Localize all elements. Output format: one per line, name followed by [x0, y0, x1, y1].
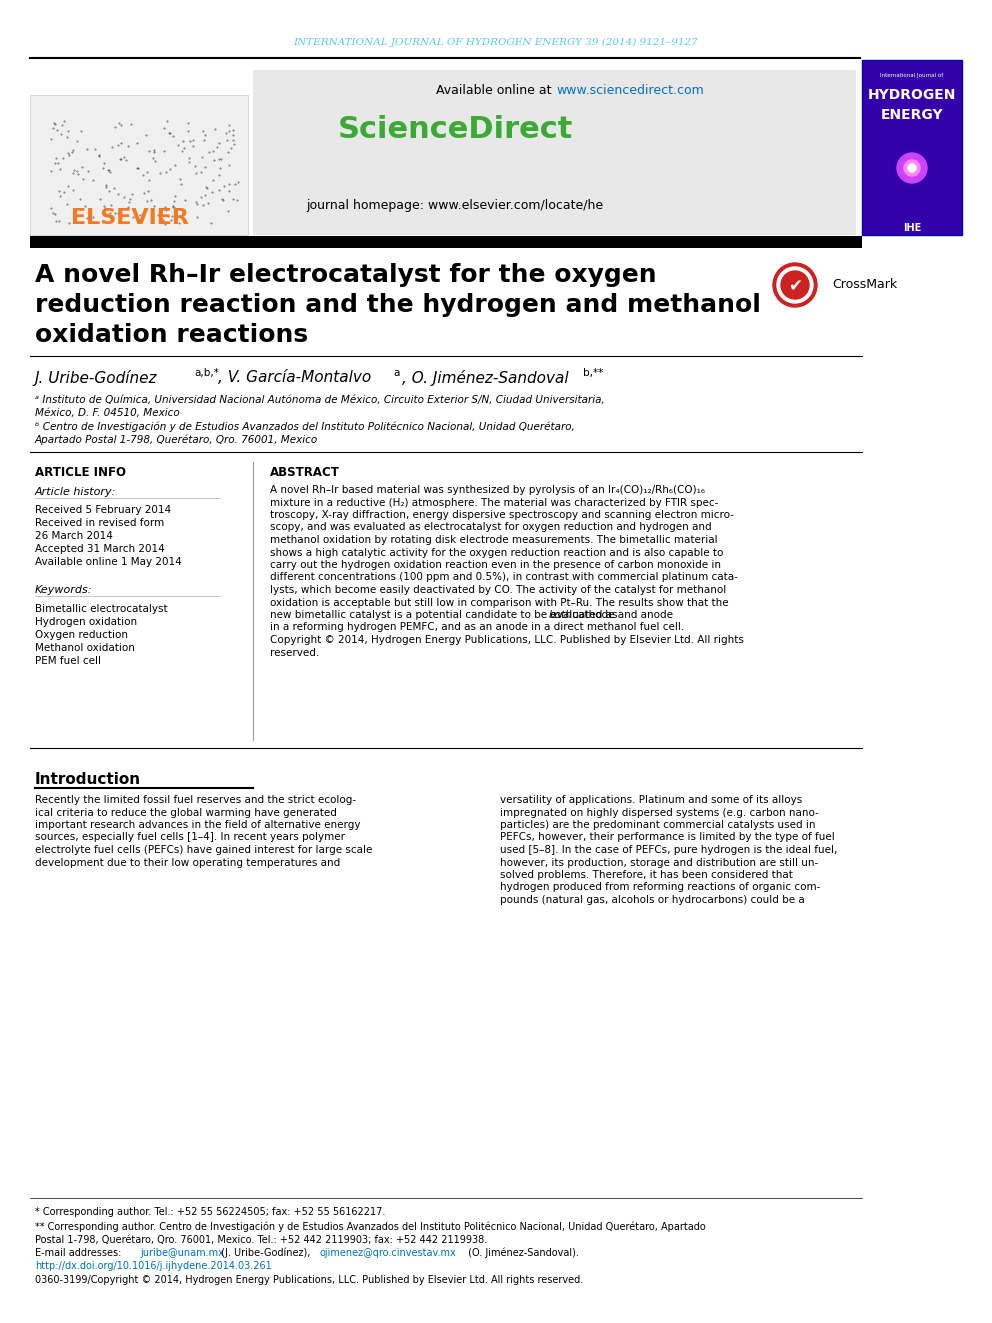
Text: carry out the hydrogen oxidation reaction even in the presence of carbon monoxid: carry out the hydrogen oxidation reactio… — [270, 560, 721, 570]
Text: cathode and anode: cathode and anode — [568, 610, 673, 620]
Text: b,**: b,** — [583, 368, 603, 378]
FancyBboxPatch shape — [253, 70, 856, 235]
Text: INTERNATIONAL JOURNAL OF HYDROGEN ENERGY 39 (2014) 9121–9127: INTERNATIONAL JOURNAL OF HYDROGEN ENERGY… — [294, 37, 698, 46]
Text: ENERGY: ENERGY — [881, 108, 943, 122]
Text: hydrogen produced from reforming reactions of organic com-: hydrogen produced from reforming reactio… — [500, 882, 820, 893]
Text: Bimetallic electrocatalyst: Bimetallic electrocatalyst — [35, 605, 168, 614]
Text: ᵃ Instituto de Química, Universidad Nacional Autónoma de México, Circuito Exteri: ᵃ Instituto de Química, Universidad Naci… — [35, 396, 605, 405]
Text: ᵇ Centro de Investigación y de Estudios Avanzados del Instituto Politécnico Naci: ᵇ Centro de Investigación y de Estudios … — [35, 422, 575, 433]
Text: particles) are the predominant commercial catalysts used in: particles) are the predominant commercia… — [500, 820, 815, 830]
Text: (J. Uribe-Godínez),: (J. Uribe-Godínez), — [218, 1248, 313, 1258]
Text: International Journal of: International Journal of — [880, 73, 943, 78]
Text: solved problems. Therefore, it has been considered that: solved problems. Therefore, it has been … — [500, 871, 793, 880]
FancyBboxPatch shape — [862, 60, 962, 235]
FancyBboxPatch shape — [30, 235, 862, 247]
Text: PEFCs, however, their performance is limited by the type of fuel: PEFCs, however, their performance is lim… — [500, 832, 834, 843]
Text: pounds (natural gas, alcohols or hydrocarbons) could be a: pounds (natural gas, alcohols or hydroca… — [500, 894, 805, 905]
Text: a: a — [393, 368, 400, 378]
Text: juribe@unam.mx: juribe@unam.mx — [140, 1248, 224, 1258]
Text: Postal 1-798, Querétaro, Qro. 76001, Mexico. Tel.: +52 442 2119903; fax: +52 442: Postal 1-798, Querétaro, Qro. 76001, Mex… — [35, 1234, 487, 1245]
Text: * Corresponding author. Tel.: +52 55 56224505; fax: +52 55 56162217.: * Corresponding author. Tel.: +52 55 562… — [35, 1207, 385, 1217]
Text: Hydrogen oxidation: Hydrogen oxidation — [35, 617, 137, 627]
Text: Oxygen reduction: Oxygen reduction — [35, 630, 128, 640]
Text: impregnated on highly dispersed systems (e.g. carbon nano-: impregnated on highly dispersed systems … — [500, 807, 818, 818]
Text: electrolyte fuel cells (PEFCs) have gained interest for large scale: electrolyte fuel cells (PEFCs) have gain… — [35, 845, 372, 855]
Text: Recently the limited fossil fuel reserves and the strict ecolog-: Recently the limited fossil fuel reserve… — [35, 795, 356, 804]
Text: PEM fuel cell: PEM fuel cell — [35, 656, 101, 665]
Text: used [5–8]. In the case of PEFCs, pure hydrogen is the ideal fuel,: used [5–8]. In the case of PEFCs, pure h… — [500, 845, 837, 855]
Text: ARTICLE INFO: ARTICLE INFO — [35, 466, 126, 479]
Text: 0360-3199/Copyright © 2014, Hydrogen Energy Publications, LLC. Published by Else: 0360-3199/Copyright © 2014, Hydrogen Ene… — [35, 1275, 583, 1285]
Text: México, D. F. 04510, Mexico: México, D. F. 04510, Mexico — [35, 407, 180, 418]
Circle shape — [773, 263, 817, 307]
Text: A novel Rh–Ir electrocatalyst for the oxygen: A novel Rh–Ir electrocatalyst for the ox… — [35, 263, 657, 287]
Text: mixture in a reductive (H₂) atmosphere. The material was characterized by FTIR s: mixture in a reductive (H₂) atmosphere. … — [270, 497, 718, 508]
Text: reduction reaction and the hydrogen and methanol: reduction reaction and the hydrogen and … — [35, 292, 761, 318]
Text: , V. García-Montalvo: , V. García-Montalvo — [218, 370, 371, 385]
Text: (O. Jiménez-Sandoval).: (O. Jiménez-Sandoval). — [465, 1248, 579, 1258]
Text: important research advances in the field of alternative energy: important research advances in the field… — [35, 820, 360, 830]
Text: Copyright © 2014, Hydrogen Energy Publications, LLC. Published by Elsevier Ltd. : Copyright © 2014, Hydrogen Energy Public… — [270, 635, 744, 646]
Text: versatility of applications. Platinum and some of its alloys: versatility of applications. Platinum an… — [500, 795, 803, 804]
Circle shape — [908, 164, 916, 172]
Text: ical criteria to reduce the global warming have generated: ical criteria to reduce the global warmi… — [35, 807, 337, 818]
Text: HYDROGEN: HYDROGEN — [868, 89, 956, 102]
Text: www.sciencedirect.com: www.sciencedirect.com — [556, 83, 703, 97]
Text: shows a high catalytic activity for the oxygen reduction reaction and is also ca: shows a high catalytic activity for the … — [270, 548, 723, 557]
Text: Article history:: Article history: — [35, 487, 116, 497]
Text: journal homepage: www.elsevier.com/locate/he: journal homepage: www.elsevier.com/locat… — [307, 198, 603, 212]
Text: ojimenez@qro.cinvestav.mx: ojimenez@qro.cinvestav.mx — [320, 1248, 456, 1258]
Text: A novel Rh–Ir based material was synthesized by pyrolysis of an Ir₄(CO)₁₂/Rh₆(CO: A novel Rh–Ir based material was synthes… — [270, 486, 705, 495]
Text: lysts, which become easily deactivated by CO. The activity of the catalyst for m: lysts, which become easily deactivated b… — [270, 585, 726, 595]
Text: 26 March 2014: 26 March 2014 — [35, 531, 113, 541]
Circle shape — [904, 160, 920, 176]
Text: Introduction: Introduction — [35, 773, 141, 787]
Text: oxidation is acceptable but still low in comparison with Pt–Ru. The results show: oxidation is acceptable but still low in… — [270, 598, 729, 607]
Text: both: both — [549, 610, 572, 620]
Text: Keywords:: Keywords: — [35, 585, 92, 595]
Text: methanol oxidation by rotating disk electrode measurements. The bimetallic mater: methanol oxidation by rotating disk elec… — [270, 534, 717, 545]
Text: troscopy, X-ray diffraction, energy dispersive spectroscopy and scanning electro: troscopy, X-ray diffraction, energy disp… — [270, 509, 734, 520]
Text: IHE: IHE — [903, 224, 922, 233]
Text: E-mail addresses:: E-mail addresses: — [35, 1248, 125, 1258]
Text: a,b,*: a,b,* — [194, 368, 219, 378]
FancyBboxPatch shape — [30, 95, 248, 235]
Text: Received in revised form: Received in revised form — [35, 519, 165, 528]
Text: however, its production, storage and distribution are still un-: however, its production, storage and dis… — [500, 857, 818, 868]
Text: Apartado Postal 1-798, Querétaro, Qro. 76001, Mexico: Apartado Postal 1-798, Querétaro, Qro. 7… — [35, 435, 318, 446]
Text: , O. Jiménez-Sandoval: , O. Jiménez-Sandoval — [402, 370, 568, 386]
Circle shape — [781, 271, 809, 299]
Text: oxidation reactions: oxidation reactions — [35, 323, 309, 347]
Text: scopy, and was evaluated as electrocatalyst for oxygen reduction and hydrogen an: scopy, and was evaluated as electrocatal… — [270, 523, 711, 532]
Text: J. Uribe-Godínez: J. Uribe-Godínez — [35, 370, 158, 386]
Text: ScienceDirect: ScienceDirect — [337, 115, 572, 144]
Text: new bimetallic catalyst is a potential candidate to be evaluated as: new bimetallic catalyst is a potential c… — [270, 610, 621, 620]
Text: in a reforming hydrogen PEMFC, and as an anode in a direct methanol fuel cell.: in a reforming hydrogen PEMFC, and as an… — [270, 623, 684, 632]
Text: Methanol oxidation: Methanol oxidation — [35, 643, 135, 654]
Text: ABSTRACT: ABSTRACT — [270, 466, 340, 479]
Circle shape — [777, 267, 813, 303]
Text: Available online at: Available online at — [435, 83, 555, 97]
Text: Received 5 February 2014: Received 5 February 2014 — [35, 505, 172, 515]
Text: Accepted 31 March 2014: Accepted 31 March 2014 — [35, 544, 165, 554]
FancyBboxPatch shape — [862, 60, 962, 235]
Text: development due to their low operating temperatures and: development due to their low operating t… — [35, 857, 340, 868]
Text: reserved.: reserved. — [270, 647, 319, 658]
Text: ELSEVIER: ELSEVIER — [71, 208, 188, 228]
Text: http://dx.doi.org/10.1016/j.ijhydene.2014.03.261: http://dx.doi.org/10.1016/j.ijhydene.201… — [35, 1261, 272, 1271]
Text: CrossMark: CrossMark — [832, 279, 897, 291]
Text: sources, especially fuel cells [1–4]. In recent years polymer: sources, especially fuel cells [1–4]. In… — [35, 832, 345, 843]
Text: ** Corresponding author. Centro de Investigación y de Estudios Avanzados del Ins: ** Corresponding author. Centro de Inves… — [35, 1221, 705, 1232]
Circle shape — [897, 153, 927, 183]
Text: ✔: ✔ — [788, 277, 802, 295]
Text: different concentrations (100 ppm and 0.5%), in contrast with commercial platinu: different concentrations (100 ppm and 0.… — [270, 573, 738, 582]
Text: Available online 1 May 2014: Available online 1 May 2014 — [35, 557, 182, 568]
